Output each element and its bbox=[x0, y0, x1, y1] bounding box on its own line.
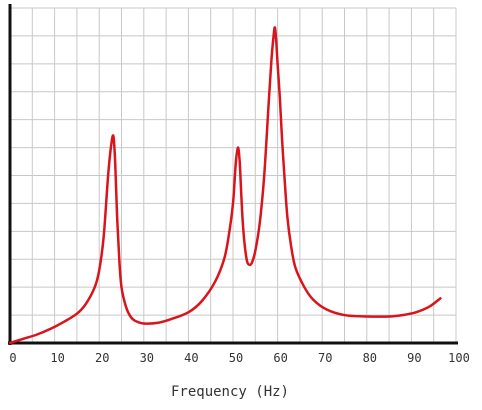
x-tick-label: 20 bbox=[95, 351, 109, 365]
x-tick-label: 30 bbox=[140, 351, 154, 365]
x-tick-label: 0 bbox=[9, 351, 16, 365]
axes bbox=[8, 4, 458, 345]
series-line bbox=[8, 26, 442, 345]
x-tick-label: 40 bbox=[184, 351, 198, 365]
x-axis-title: Frequency (Hz) bbox=[171, 384, 289, 400]
x-tick-label: 70 bbox=[318, 351, 332, 365]
x-tick-label: 50 bbox=[229, 351, 243, 365]
grid-lines bbox=[10, 7, 457, 343]
x-tick-labels: 0 10 20 30 40 50 60 70 80 90 100 bbox=[9, 351, 469, 365]
x-tick-label: 80 bbox=[363, 351, 377, 365]
x-tick-label: 60 bbox=[273, 351, 287, 365]
series-layer bbox=[8, 26, 442, 345]
x-tick-label: 10 bbox=[50, 351, 64, 365]
x-tick-label: 90 bbox=[407, 351, 421, 365]
x-tick-label: 100 bbox=[448, 351, 470, 365]
